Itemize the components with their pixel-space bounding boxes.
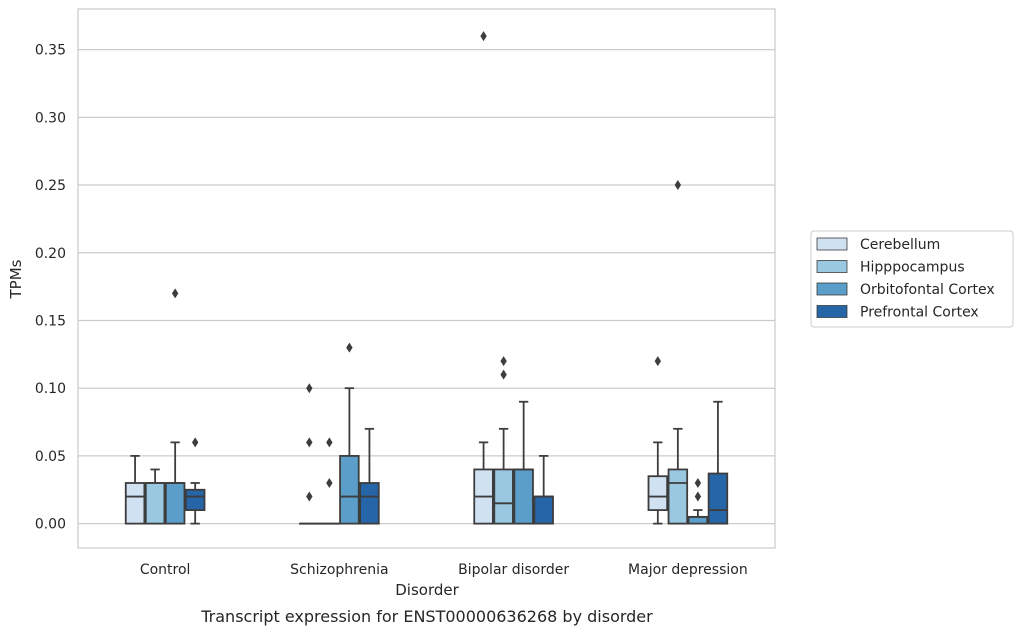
y-tick-label: 0.30 xyxy=(35,110,66,126)
y-tick-label: 0.00 xyxy=(35,517,66,533)
box-group xyxy=(299,383,320,525)
legend: Cerebellum Hipppocampus Orbitofontal Corte… xyxy=(810,230,1014,328)
plot-frame xyxy=(77,8,776,549)
outlier-point xyxy=(306,437,313,448)
outlier-point xyxy=(500,356,507,367)
box xyxy=(339,455,360,525)
legend-swatch xyxy=(816,237,848,251)
box-group xyxy=(513,400,534,525)
legend-label: Hipppocampus xyxy=(860,260,965,276)
box xyxy=(707,472,729,525)
chart-title: Transcript expression for ENST0000063626… xyxy=(200,607,653,626)
box-group xyxy=(687,477,709,525)
box-group xyxy=(473,31,494,525)
y-tick-label: 0.10 xyxy=(35,381,66,397)
outlier-point xyxy=(171,288,179,299)
outlier-point xyxy=(191,437,199,448)
box-group xyxy=(164,288,186,525)
box-group xyxy=(184,437,206,525)
box-group xyxy=(124,455,146,525)
x-tick-label: Bipolar disorder xyxy=(458,562,569,578)
y-tick-label: 0.20 xyxy=(35,246,66,262)
outlier-point xyxy=(694,491,702,502)
box-group xyxy=(359,427,380,525)
outlier-point xyxy=(306,491,313,502)
box-group xyxy=(319,437,340,525)
legend-label: Cerebellum xyxy=(860,237,940,253)
box-group xyxy=(533,455,554,525)
box xyxy=(164,482,186,525)
box xyxy=(359,482,380,525)
x-axis-ticks: Control Schizophrenia Bipolar disorder Majo… xyxy=(140,562,748,578)
box-group xyxy=(493,356,514,525)
outlier-point xyxy=(346,342,353,353)
box-group xyxy=(667,180,689,525)
y-tick-label: 0.05 xyxy=(35,449,66,465)
x-axis-label: Disorder xyxy=(395,581,459,599)
y-axis-label: TPMs xyxy=(7,259,25,299)
box-groups xyxy=(124,31,729,525)
y-tick-label: 0.25 xyxy=(35,178,66,194)
legend-swatch xyxy=(816,305,848,318)
y-gridlines xyxy=(78,49,775,525)
outlier-point xyxy=(480,31,487,42)
outlier-point xyxy=(674,180,682,191)
outlier-point xyxy=(500,369,507,380)
x-tick-label: Major depression xyxy=(628,562,748,578)
legend-label: Prefrontal Cortex xyxy=(860,305,979,321)
outlier-point xyxy=(694,477,702,488)
outlier-point xyxy=(654,356,662,367)
box-group xyxy=(144,468,166,525)
box xyxy=(667,468,689,525)
y-tick-label: 0.15 xyxy=(35,313,66,329)
box-group xyxy=(647,356,669,525)
x-tick-label: Schizophrenia xyxy=(290,562,388,578)
y-tick-label: 0.35 xyxy=(35,43,66,59)
outlier-point xyxy=(326,437,333,448)
box xyxy=(124,482,146,525)
legend-swatch xyxy=(816,282,848,296)
legend-frame xyxy=(810,230,1014,328)
box-group xyxy=(707,400,729,525)
outlier-point xyxy=(326,477,333,488)
y-axis-ticks: 0.00 0.05 0.10 0.15 0.20 0.25 0.30 0.35 xyxy=(35,43,66,533)
box xyxy=(687,515,709,525)
box xyxy=(144,482,166,525)
legend-swatch xyxy=(816,260,848,273)
box xyxy=(647,475,669,511)
outlier-point xyxy=(306,383,313,394)
box xyxy=(493,468,514,525)
box xyxy=(184,488,206,511)
box-group xyxy=(339,342,360,525)
box xyxy=(513,468,534,525)
box xyxy=(533,495,554,525)
legend-label: Orbitofontal Cortex xyxy=(860,282,995,298)
x-tick-label: Control xyxy=(140,562,191,578)
